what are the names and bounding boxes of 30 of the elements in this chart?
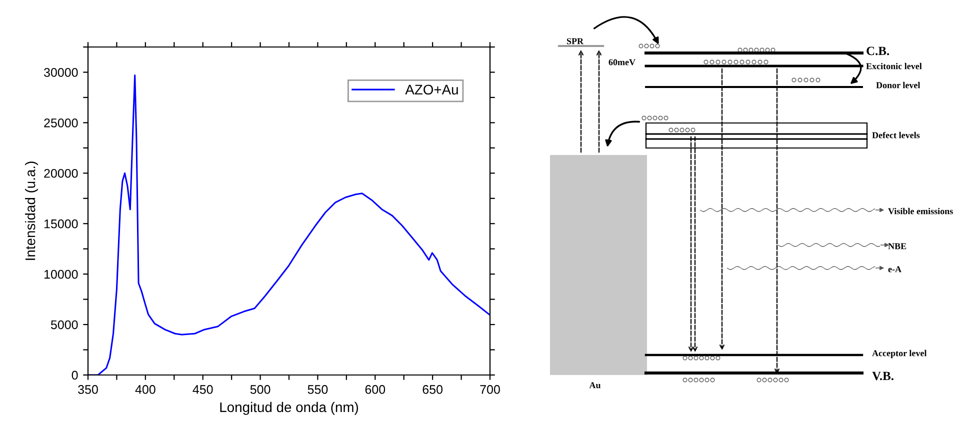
text: Excitonic level <box>866 62 922 70</box>
x-tick-label: 400 <box>135 385 156 394</box>
y-tick-label: 15000 <box>44 219 78 228</box>
text: V.B. <box>872 372 894 380</box>
text: e-A <box>888 266 902 272</box>
x-tick-label: 600 <box>365 385 386 394</box>
y-tick-label: 5000 <box>50 320 78 330</box>
y-tick-label: 0 <box>72 370 78 380</box>
x-tick-label: 350 <box>78 385 98 394</box>
x-tick-label: 450 <box>192 385 213 394</box>
x-axis-title: Longitud de onda (nm) <box>220 402 358 415</box>
x-tick-label: 700 <box>480 385 500 394</box>
x-tick-label: 650 <box>422 385 443 394</box>
text: Defect levels <box>872 132 920 138</box>
y-tick-label: 30000 <box>44 68 78 77</box>
legend-label: AZO+Au <box>405 84 458 95</box>
y-tick-label: 25000 <box>44 118 78 128</box>
x-tick-label: 500 <box>250 385 270 394</box>
text: Au <box>589 382 601 388</box>
text: Acceptor level <box>872 350 927 358</box>
text: SPR <box>566 38 584 44</box>
text: 60meV <box>608 59 636 66</box>
text: NBE <box>888 243 906 250</box>
x-tick-label: 550 <box>308 385 328 394</box>
text: Donor level <box>876 82 920 88</box>
y-axis-title: Intensidad (u.a.) <box>25 162 38 260</box>
y-tick-label: 10000 <box>44 270 78 279</box>
text: Visible emissions <box>888 208 953 214</box>
y-tick-label: 20000 <box>44 168 78 178</box>
text: C.B. <box>866 46 890 56</box>
